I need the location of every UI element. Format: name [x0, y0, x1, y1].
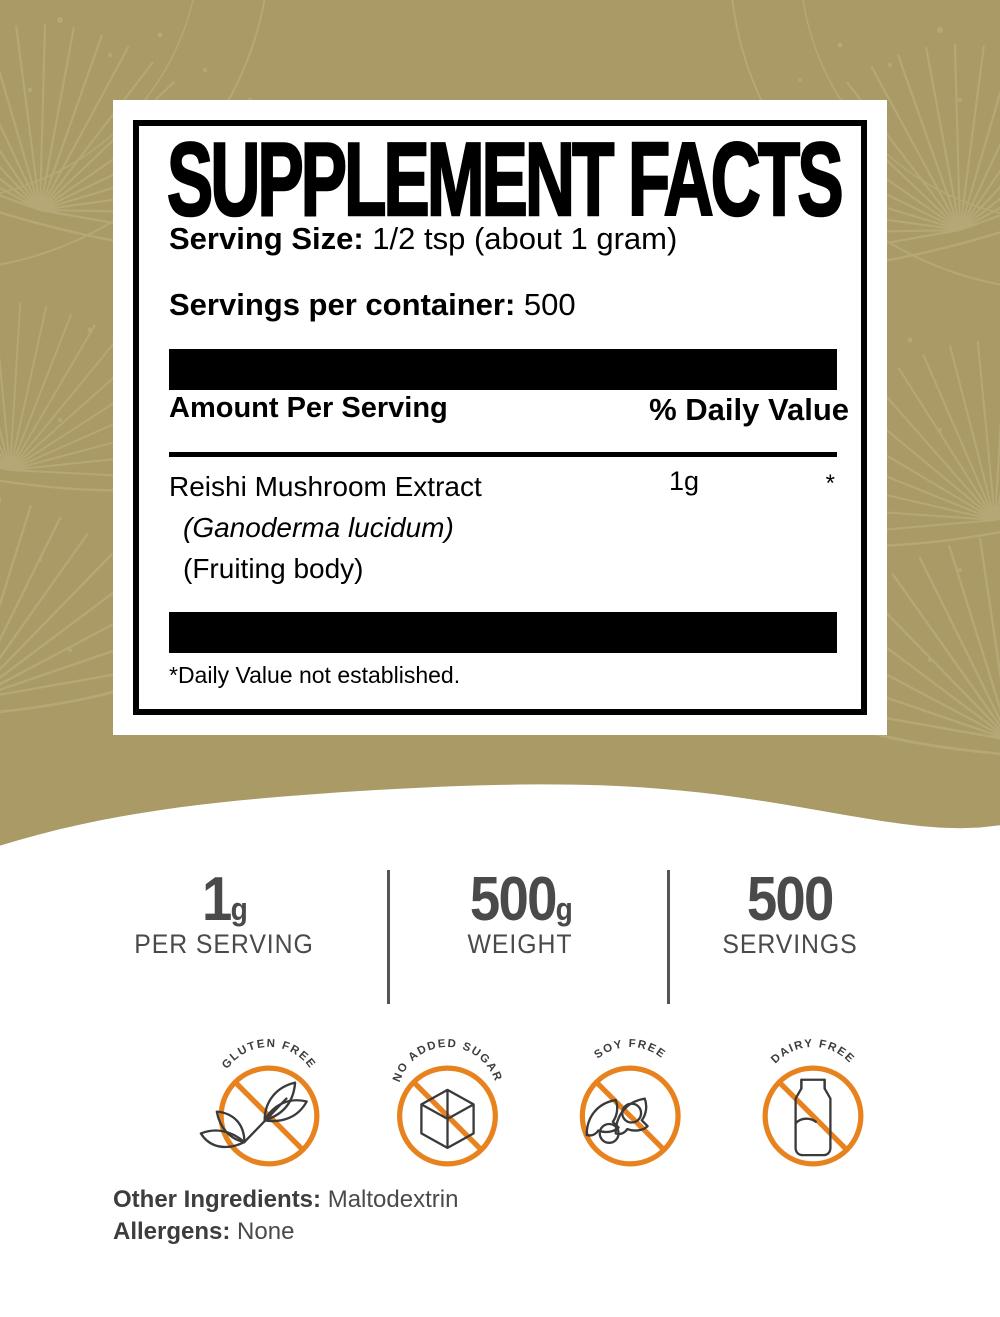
svg-text:DAIRY FREE: DAIRY FREE: [769, 1038, 857, 1066]
svg-text:SOY FREE: SOY FREE: [592, 1038, 668, 1061]
svg-text:NO ADDED SUGAR: NO ADDED SUGAR: [391, 1038, 504, 1084]
